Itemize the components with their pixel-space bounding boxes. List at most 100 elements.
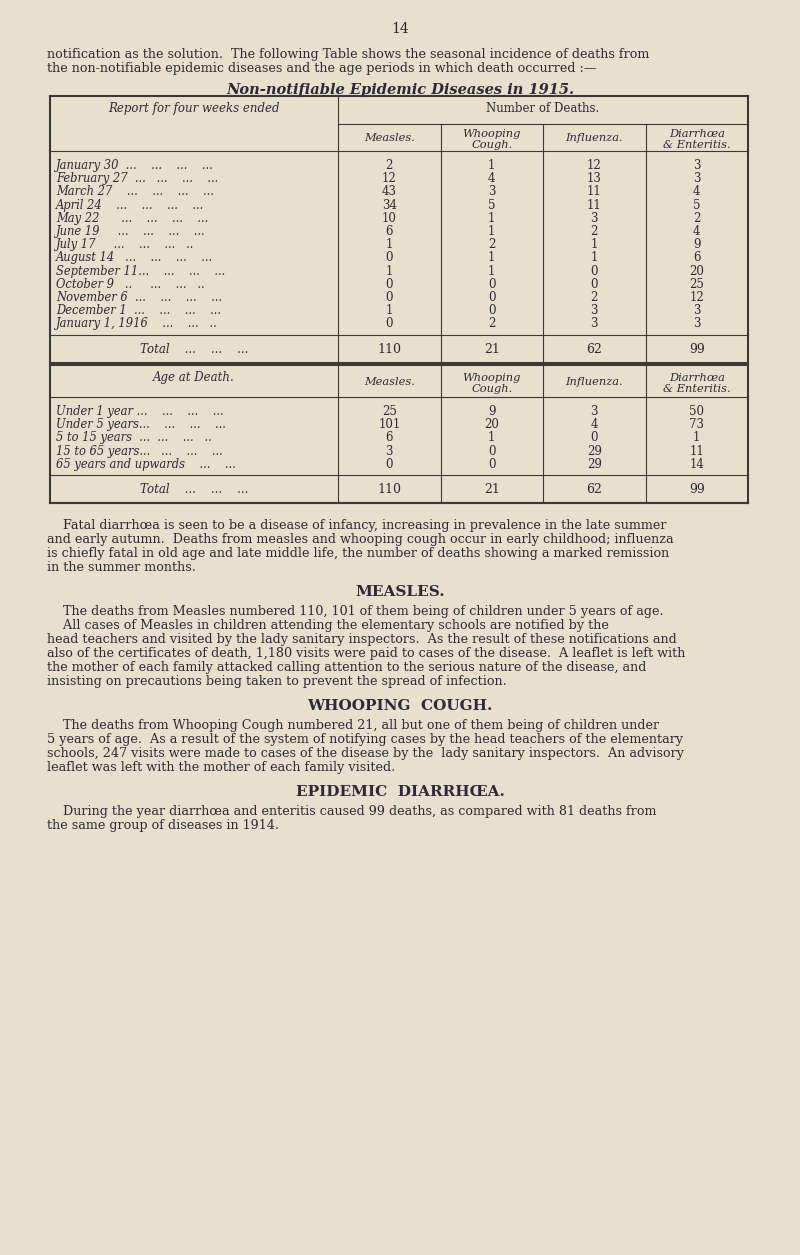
Text: During the year diarrhœa and enteritis caused 99 deaths, as compared with 81 dea: During the year diarrhœa and enteritis c… [47, 806, 657, 818]
Text: 4: 4 [693, 225, 701, 238]
Text: 9: 9 [488, 405, 495, 418]
Text: the same group of diseases in 1914.: the same group of diseases in 1914. [47, 820, 279, 832]
Text: the non-notifiable epidemic diseases and the age periods in which death occurred: the non-notifiable epidemic diseases and… [47, 61, 597, 75]
Text: Diarrhœa: Diarrhœa [669, 373, 725, 383]
Text: 3: 3 [693, 304, 701, 318]
Text: 0: 0 [590, 277, 598, 291]
Text: Whooping: Whooping [462, 373, 521, 383]
Text: schools, 247 visits were made to cases of the disease by the  lady sanitary insp: schools, 247 visits were made to cases o… [47, 747, 684, 761]
Text: 2: 2 [590, 225, 598, 238]
Text: 6: 6 [386, 432, 393, 444]
Text: 1: 1 [386, 304, 393, 318]
Text: 3: 3 [590, 405, 598, 418]
Text: 3: 3 [693, 318, 701, 330]
Text: 5: 5 [693, 198, 701, 212]
Text: July 17     ...    ...    ...   ..: July 17 ... ... ... .. [56, 238, 194, 251]
Text: 21: 21 [484, 483, 500, 496]
Text: Fatal diarrhœa is seen to be a disease of infancy, increasing in prevalence in t: Fatal diarrhœa is seen to be a disease o… [47, 520, 666, 532]
Text: 1: 1 [386, 265, 393, 277]
Text: 20: 20 [690, 265, 704, 277]
Text: 99: 99 [689, 343, 705, 355]
Text: and early autumn.  Deaths from measles and whooping cough occur in early childho: and early autumn. Deaths from measles an… [47, 533, 674, 546]
Text: Non-notifiable Epidemic Diseases in 1915.: Non-notifiable Epidemic Diseases in 1915… [226, 83, 574, 97]
Text: 1: 1 [488, 212, 495, 225]
Text: 3: 3 [590, 304, 598, 318]
Text: August 14   ...    ...    ...    ...: August 14 ... ... ... ... [56, 251, 213, 265]
Text: Under 1 year ...    ...    ...    ...: Under 1 year ... ... ... ... [56, 405, 224, 418]
Text: Influenza.: Influenza. [566, 376, 623, 387]
Text: 1: 1 [488, 159, 495, 172]
Text: 0: 0 [590, 432, 598, 444]
Text: 0: 0 [488, 291, 495, 304]
Text: EPIDEMIC  DIARRHŒA.: EPIDEMIC DIARRHŒA. [295, 786, 505, 799]
Text: the mother of each family attacked calling attention to the serious nature of th: the mother of each family attacked calli… [47, 661, 646, 674]
Text: 10: 10 [382, 212, 397, 225]
Text: Measles.: Measles. [364, 133, 414, 143]
Text: & Enteritis.: & Enteritis. [663, 141, 730, 151]
Text: March 27    ...    ...    ...    ...: March 27 ... ... ... ... [56, 186, 214, 198]
Text: 2: 2 [488, 318, 495, 330]
Text: Age at Death.: Age at Death. [153, 371, 235, 384]
Text: 11: 11 [587, 186, 602, 198]
Text: 1: 1 [488, 432, 495, 444]
Text: 73: 73 [690, 418, 704, 432]
Text: 14: 14 [690, 458, 704, 471]
Text: December 1  ...    ...    ...    ...: December 1 ... ... ... ... [56, 304, 221, 318]
Text: 9: 9 [693, 238, 701, 251]
Text: 0: 0 [488, 458, 495, 471]
Text: notification as the solution.  The following Table shows the seasonal incidence : notification as the solution. The follow… [47, 48, 650, 61]
Text: 101: 101 [378, 418, 400, 432]
Text: The deaths from Whooping Cough numbered 21, all but one of them being of childre: The deaths from Whooping Cough numbered … [47, 719, 659, 732]
Text: 14: 14 [391, 23, 409, 36]
Text: in the summer months.: in the summer months. [47, 561, 196, 574]
Text: head teachers and visited by the lady sanitary inspectors.  As the result of the: head teachers and visited by the lady sa… [47, 633, 677, 646]
Text: Measles.: Measles. [364, 376, 414, 387]
Text: 0: 0 [386, 458, 393, 471]
Text: & Enteritis.: & Enteritis. [663, 384, 730, 394]
Text: 110: 110 [378, 343, 402, 355]
Text: 13: 13 [587, 172, 602, 186]
Text: is chiefly fatal in old age and late middle life, the number of deaths showing a: is chiefly fatal in old age and late mid… [47, 547, 670, 560]
Text: 15 to 65 years...   ...    ...    ...: 15 to 65 years... ... ... ... [56, 444, 222, 458]
Text: 0: 0 [386, 277, 393, 291]
Text: 1: 1 [488, 225, 495, 238]
Text: 29: 29 [587, 458, 602, 471]
Text: January 30  ...    ...    ...    ...: January 30 ... ... ... ... [56, 159, 214, 172]
Text: 3: 3 [386, 444, 393, 458]
Text: 11: 11 [587, 198, 602, 212]
Text: 3: 3 [590, 212, 598, 225]
Text: Whooping: Whooping [462, 129, 521, 139]
Text: 0: 0 [488, 304, 495, 318]
Text: MEASLES.: MEASLES. [355, 585, 445, 599]
Text: 2: 2 [488, 238, 495, 251]
Text: 2: 2 [693, 212, 701, 225]
Text: 2: 2 [386, 159, 393, 172]
Text: 5: 5 [488, 198, 495, 212]
Text: 43: 43 [382, 186, 397, 198]
Text: 12: 12 [382, 172, 397, 186]
Text: insisting on precautions being taken to prevent the spread of infection.: insisting on precautions being taken to … [47, 675, 506, 688]
Text: Cough.: Cough. [471, 384, 512, 394]
Text: 29: 29 [587, 444, 602, 458]
Text: February 27  ...   ...    ...    ...: February 27 ... ... ... ... [56, 172, 218, 186]
Text: 1: 1 [386, 238, 393, 251]
Text: 4: 4 [693, 186, 701, 198]
Text: 25: 25 [690, 277, 704, 291]
Text: Total    ...    ...    ...: Total ... ... ... [140, 483, 248, 496]
Text: 0: 0 [386, 291, 393, 304]
Text: The deaths from Measles numbered 110, 101 of them being of children under 5 year: The deaths from Measles numbered 110, 10… [47, 605, 664, 619]
Text: 3: 3 [693, 172, 701, 186]
Text: 6: 6 [386, 225, 393, 238]
Text: 3: 3 [590, 318, 598, 330]
Text: November 6  ...    ...    ...    ...: November 6 ... ... ... ... [56, 291, 222, 304]
Text: 34: 34 [382, 198, 397, 212]
Text: Under 5 years...    ...    ...    ...: Under 5 years... ... ... ... [56, 418, 226, 432]
Text: 99: 99 [689, 483, 705, 496]
Text: 5 to 15 years  ...  ...    ...   ..: 5 to 15 years ... ... ... .. [56, 432, 212, 444]
Text: 62: 62 [586, 483, 602, 496]
Text: 25: 25 [382, 405, 397, 418]
Text: 1: 1 [693, 432, 701, 444]
Text: also of the certificates of death, 1,180 visits were paid to cases of the diseas: also of the certificates of death, 1,180… [47, 648, 686, 660]
Text: September 11...    ...    ...    ...: September 11... ... ... ... [56, 265, 226, 277]
Text: Influenza.: Influenza. [566, 133, 623, 143]
